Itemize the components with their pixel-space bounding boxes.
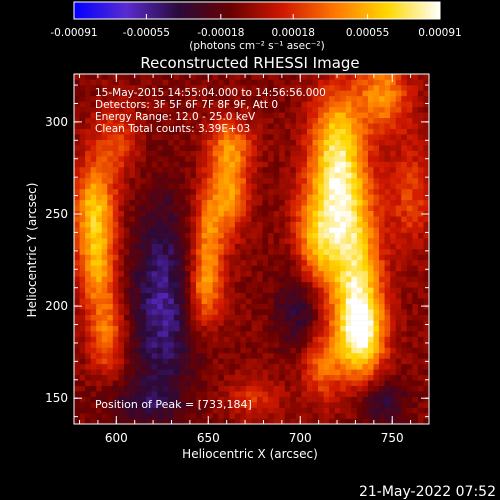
x-tick-label: 750 bbox=[381, 431, 404, 445]
peak-position-label: Position of Peak = [733,184] bbox=[95, 398, 252, 411]
y-tick-label: 300 bbox=[45, 115, 68, 129]
timestamp: 21-May-2022 07:52 bbox=[359, 484, 496, 500]
y-tick-label: 200 bbox=[45, 299, 68, 313]
x-tick-label: 650 bbox=[197, 431, 220, 445]
plot-frame bbox=[73, 73, 430, 425]
y-tick-label: 250 bbox=[45, 207, 68, 221]
chart-title: Reconstructed RHESSI Image bbox=[140, 54, 359, 72]
x-axis-label: Heliocentric X (arcsec) bbox=[182, 447, 318, 461]
colorbar-tick-label: 0.00018 bbox=[271, 27, 314, 39]
y-axis-label: Heliocentric Y (arcsec) bbox=[25, 183, 39, 318]
colorbar-tick-label: -0.00055 bbox=[123, 27, 170, 39]
info-line: Detectors: 3F 5F 6F 7F 8F 9F, Att 0 bbox=[95, 99, 278, 111]
colorbar-tick-label: 0.00055 bbox=[346, 27, 389, 39]
observation-info: 15-May-2015 14:55:04.000 to 14:56:56.000… bbox=[95, 87, 326, 135]
info-line: Clean Total counts: 3.39E+03 bbox=[95, 123, 250, 135]
axis-ticks: 600 650 700 750 150 200 250 300 bbox=[45, 74, 430, 445]
colorbar-units: (photons cm⁻² s⁻¹ asec⁻²) bbox=[189, 40, 324, 52]
colorbar-tick-label: -0.00018 bbox=[197, 27, 244, 39]
y-tick-label: 150 bbox=[45, 391, 68, 405]
x-tick-label: 700 bbox=[289, 431, 312, 445]
colorbar-tick-label: -0.00091 bbox=[50, 27, 97, 39]
info-line: Energy Range: 12.0 - 25.0 keV bbox=[95, 111, 256, 123]
heatmap-cells bbox=[74, 74, 429, 424]
colorbar-ticks: -0.00091 -0.00055 -0.00018 0.00018 0.00055 0.… bbox=[50, 14, 462, 39]
colorbar-tick-label: 0.00091 bbox=[418, 27, 461, 39]
info-line: 15-May-2015 14:55:04.000 to 14:56:56.000 bbox=[95, 87, 326, 99]
x-tick-label: 600 bbox=[105, 431, 128, 445]
colorbar bbox=[73, 1, 441, 20]
